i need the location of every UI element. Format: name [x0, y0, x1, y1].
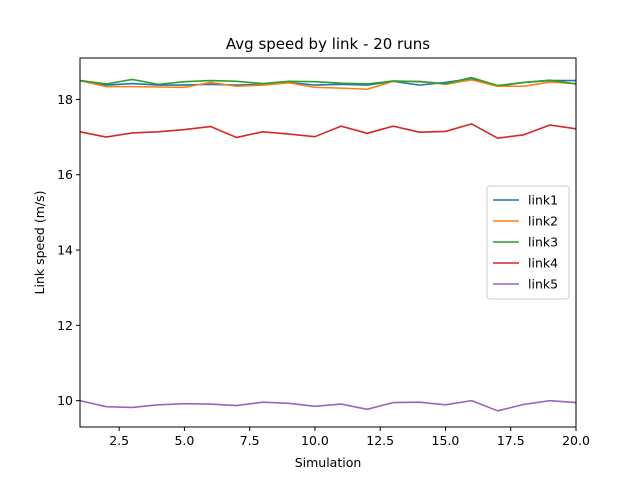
- x-tick-label: 17.5: [497, 433, 525, 448]
- legend-label-link3: link3: [528, 235, 558, 250]
- x-axis-title: Simulation: [295, 455, 362, 470]
- x-tick-label: 12.5: [366, 433, 394, 448]
- x-tick-label: 10.0: [301, 433, 329, 448]
- legend-label-link2: link2: [528, 214, 558, 229]
- y-axis: 10 12 14 16 18: [57, 92, 80, 408]
- x-tick-label: 7.5: [240, 433, 260, 448]
- legend-box: [486, 185, 570, 300]
- x-tick-label: 20.0: [562, 433, 590, 448]
- legend: link1 link2 link3 link4 link5: [486, 185, 570, 300]
- y-tick-label: 18: [57, 92, 73, 107]
- y-tick-label: 16: [57, 167, 73, 182]
- series-line-link4: [79, 123, 577, 139]
- y-axis-title: Link speed (m/s): [32, 191, 47, 295]
- y-tick-label: 10: [57, 393, 73, 408]
- x-tick-label: 15.0: [432, 433, 460, 448]
- legend-label-link5: link5: [528, 277, 558, 292]
- series-line-link5: [79, 399, 577, 412]
- x-axis: 2.5 5.0 7.5 10.0 12.5 15.0 17.5 20.0: [109, 427, 590, 448]
- plot-lines: [79, 76, 577, 412]
- y-tick-label: 14: [57, 243, 73, 258]
- legend-label-link4: link4: [528, 256, 558, 271]
- plot-frame: [79, 57, 577, 428]
- chart-title: Avg speed by link - 20 runs: [226, 35, 430, 53]
- legend-label-link1: link1: [528, 193, 558, 208]
- x-tick-label: 5.0: [174, 433, 194, 448]
- x-tick-label: 2.5: [109, 433, 129, 448]
- series-line-link3: [79, 76, 577, 87]
- series-line-link2: [79, 79, 577, 91]
- y-tick-label: 12: [57, 318, 73, 333]
